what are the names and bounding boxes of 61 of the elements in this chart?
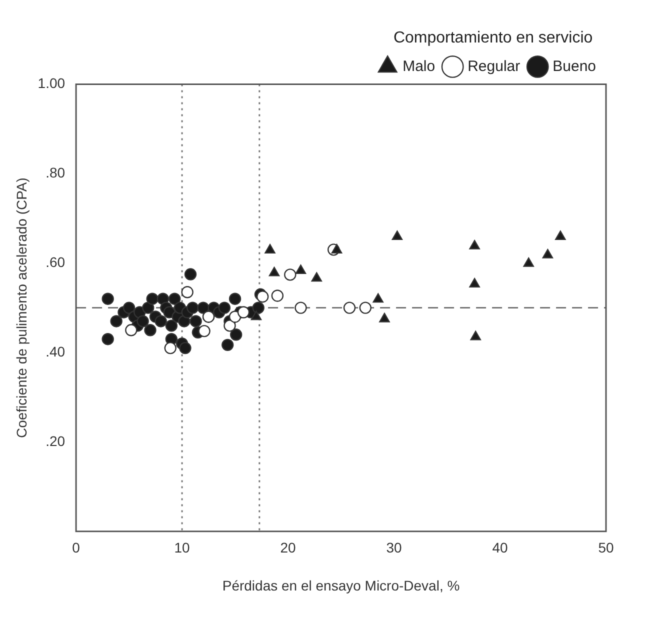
point [372, 293, 384, 303]
point [250, 310, 262, 320]
point [122, 302, 136, 314]
point [224, 320, 236, 332]
legend-label: Bueno [552, 58, 596, 75]
point [542, 248, 554, 258]
point [230, 328, 242, 341]
y-tick-label: 1.00 [38, 75, 66, 92]
point [469, 240, 480, 250]
point [555, 230, 566, 240]
x-tick-label: 50 [598, 540, 614, 556]
x-tick-label: 30 [386, 540, 402, 556]
y-axis-title: Coeficiente de pulimento acelerado (CPA) [13, 178, 30, 438]
point [523, 257, 534, 267]
point [295, 264, 306, 274]
point [168, 292, 181, 305]
point [392, 230, 403, 240]
x-tick-label: 10 [174, 540, 190, 556]
point [197, 302, 210, 314]
legend-label: Malo [402, 58, 436, 75]
legend-label: Regular [468, 58, 520, 75]
y-tick-label: .60 [46, 254, 66, 270]
point [469, 278, 480, 288]
point [218, 302, 231, 314]
point [102, 333, 114, 346]
point [268, 266, 280, 276]
point [102, 292, 114, 305]
x-tick-label: 20 [280, 540, 296, 556]
y-tick-label: .20 [46, 432, 66, 449]
y-tick-label: .40 [46, 343, 66, 360]
point [146, 292, 158, 305]
point [379, 312, 390, 322]
point [186, 302, 199, 314]
point [142, 302, 154, 314]
point [154, 315, 167, 328]
point [165, 320, 178, 332]
point [110, 315, 122, 328]
x-axis-title: Pérdidas en el ensayo Micro-Deval, % [222, 577, 460, 594]
point [125, 324, 138, 336]
point [179, 342, 192, 354]
point [343, 302, 356, 314]
point [198, 324, 210, 338]
point [311, 272, 322, 282]
point [359, 302, 372, 314]
point [331, 244, 342, 254]
point [222, 338, 234, 352]
point [294, 302, 307, 314]
point [136, 315, 149, 328]
point [184, 268, 197, 280]
x-tick-label: 0 [72, 540, 80, 556]
point [144, 324, 156, 336]
point [228, 292, 242, 305]
point [252, 302, 264, 314]
point [164, 342, 176, 354]
y-tick-label: .80 [46, 164, 66, 180]
point [264, 244, 276, 254]
legend-title: Comportamiento en servicio [393, 29, 593, 46]
point [256, 290, 269, 303]
point [237, 306, 250, 318]
point [190, 315, 202, 328]
x-tick-label: 40 [492, 540, 508, 556]
